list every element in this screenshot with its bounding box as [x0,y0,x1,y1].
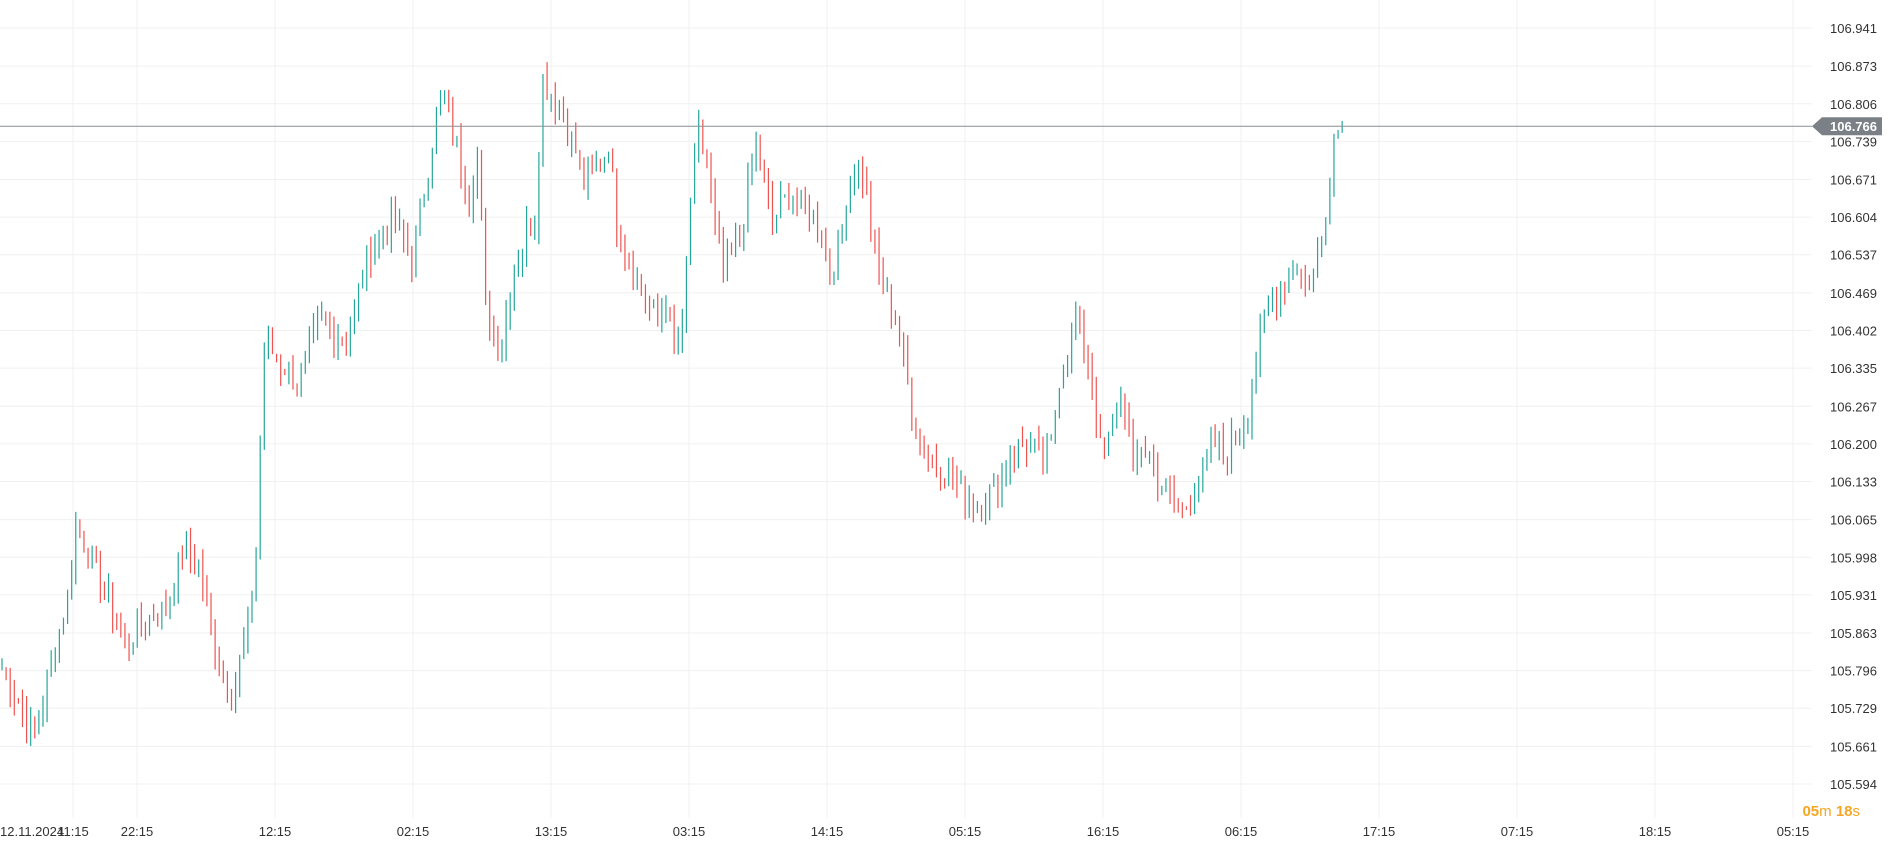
price-tick-label: 105.863 [1830,626,1877,641]
price-tick-label: 106.402 [1830,324,1877,339]
time-tick-label: 11:15 [57,824,89,839]
time-tick-label: 18:15 [1639,824,1672,839]
price-tick-label: 106.065 [1830,513,1877,528]
price-tick-label: 106.200 [1830,437,1877,452]
price-tick-label: 106.335 [1830,361,1877,376]
countdown-minutes-unit: m [1819,803,1832,820]
price-tick-label: 106.537 [1830,248,1877,263]
time-tick-label: 07:15 [1501,824,1534,839]
time-tick-label: 16:15 [1087,824,1120,839]
time-tick-label: 02:15 [397,824,430,839]
current-price-label: 106.766 [1812,117,1882,136]
current-price-value: 106.766 [1830,119,1877,134]
price-tick-label: 106.267 [1830,399,1877,414]
price-tick-label: 105.594 [1830,777,1877,792]
time-tick-label: 12.11.2024 [0,824,64,839]
ohlc-bars[interactable] [1,62,1343,747]
price-tick-label: 106.604 [1830,210,1877,225]
price-tick-label: 105.661 [1830,739,1877,754]
time-tick-label: 17:15 [1363,824,1396,839]
time-tick-label: 05:15 [949,824,982,839]
price-tick-label: 105.998 [1830,550,1877,565]
price-tick-label: 106.806 [1830,97,1877,112]
countdown-minutes: 05 [1802,803,1820,820]
price-tick-label: 105.796 [1830,664,1877,679]
time-tick-label: 12:15 [259,824,292,839]
time-tick-label: 03:15 [673,824,706,839]
countdown-seconds: 18 [1835,803,1853,820]
time-tick-label: 06:15 [1225,824,1258,839]
grid-lines [0,0,1812,818]
price-tick-label: 106.941 [1830,21,1877,36]
time-tick-label: 14:15 [811,824,844,839]
time-tick-label: 22:15 [121,824,154,839]
bar-countdown: 05m 18s [1802,803,1860,820]
price-tick-label: 105.729 [1830,701,1877,716]
price-axis[interactable]: 106.941 106.873 106.806 106.739 106.671 106.6… [1830,21,1877,792]
price-tick-label: 106.739 [1830,134,1877,149]
price-tick-label: 105.931 [1830,588,1877,603]
price-tick-label: 106.873 [1830,59,1877,74]
time-tick-label: 05:15 [1777,824,1810,839]
countdown-seconds-unit: s [1852,803,1861,820]
price-tick-label: 106.133 [1830,474,1877,489]
price-tick-label: 106.671 [1830,173,1877,188]
price-tick-label: 106.469 [1830,286,1877,301]
time-tick-label: 13:15 [535,824,568,839]
